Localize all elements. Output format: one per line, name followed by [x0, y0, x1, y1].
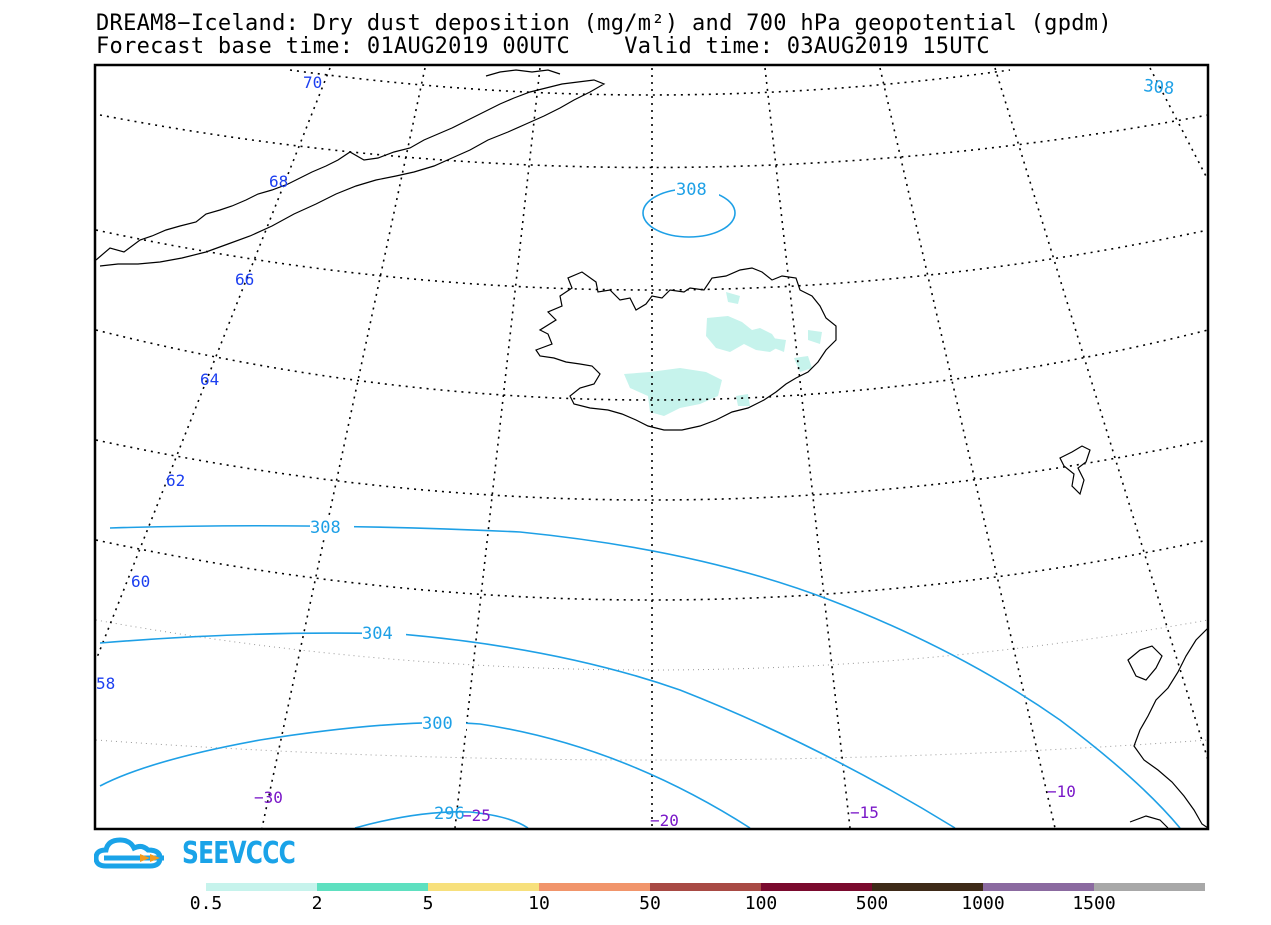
lat-label-58: 58 — [96, 674, 115, 693]
latitude-labels: 70 68 66 64 62 60 58 — [96, 73, 322, 693]
faint-latitude-lines — [95, 619, 1209, 761]
colorbar-swatch — [317, 883, 428, 891]
colorbar-swatch — [1094, 883, 1205, 891]
colorbar-swatch — [428, 883, 539, 891]
colorbar-label: 1500 — [1072, 893, 1116, 914]
colorbar-label: 2 — [311, 893, 323, 914]
colorbar-swatch — [983, 883, 1094, 891]
colorbar-swatch — [872, 883, 983, 891]
colorbar-swatch — [206, 883, 317, 891]
map-title: DREAM8−Iceland: Dry dust deposition (mg/… — [96, 11, 1112, 36]
coastlines — [95, 69, 1209, 829]
colorbar-label: 50 — [639, 893, 661, 914]
map-time-info: Forecast base time: 01AUG2019 00UTC Vali… — [96, 34, 990, 59]
contour-label-296: 296 — [434, 804, 465, 824]
lon-label-minus30: −30 — [254, 788, 283, 807]
longitude-labels: −30 −25 −20 −15 −10 — [254, 782, 1076, 830]
greenland-coastline — [95, 79, 606, 267]
longitude-lines — [95, 67, 1209, 829]
colorbar — [206, 883, 1205, 891]
faroe-coastline — [1059, 445, 1091, 496]
colorbar-label: 10 — [528, 893, 550, 914]
lon-label-minus10: −10 — [1047, 782, 1076, 801]
colorbar-swatch — [761, 883, 872, 891]
colorbar-label: 1000 — [961, 893, 1005, 914]
norway-coastline — [1133, 627, 1209, 829]
seevccc-logo-text: SEEVCCC — [182, 836, 296, 871]
iceland-coastline — [535, 267, 837, 431]
contour-labels: 308 308 308 304 300 296 — [310, 76, 1175, 824]
seevccc-cloud-icon — [94, 837, 164, 869]
lat-label-60: 60 — [131, 572, 150, 591]
norway-islands — [1127, 645, 1163, 681]
geopotential-contours — [99, 188, 1181, 829]
dust-deposition-layer — [624, 292, 822, 416]
colorbar-label: 100 — [744, 893, 778, 914]
contour-label-300: 300 — [422, 714, 453, 734]
map-frame — [93, 63, 1210, 831]
lon-label-minus25: −25 — [462, 806, 491, 825]
contour-label-308-corner: 308 — [1142, 76, 1175, 99]
lat-label-68: 68 — [269, 172, 288, 191]
latitude-lines — [95, 69, 1209, 601]
colorbar-label: 500 — [855, 893, 889, 914]
lat-label-64: 64 — [200, 370, 219, 389]
contour-label-304: 304 — [362, 624, 393, 644]
greenland-coast-north — [485, 69, 561, 77]
shetland-coastline — [1129, 815, 1169, 829]
colorbar-swatch — [539, 883, 650, 891]
lat-label-70: 70 — [303, 73, 322, 92]
lon-label-minus20: −20 — [650, 811, 679, 830]
lat-label-66: 66 — [235, 270, 254, 289]
contour-label-308: 308 — [310, 518, 341, 538]
contour-label-308-ellipse: 308 — [676, 180, 707, 200]
colorbar-label: 0.5 — [189, 893, 223, 914]
colorbar-label: 5 — [422, 893, 434, 914]
lat-label-62: 62 — [166, 471, 185, 490]
lon-label-minus15: −15 — [850, 803, 879, 822]
colorbar-swatch — [650, 883, 761, 891]
